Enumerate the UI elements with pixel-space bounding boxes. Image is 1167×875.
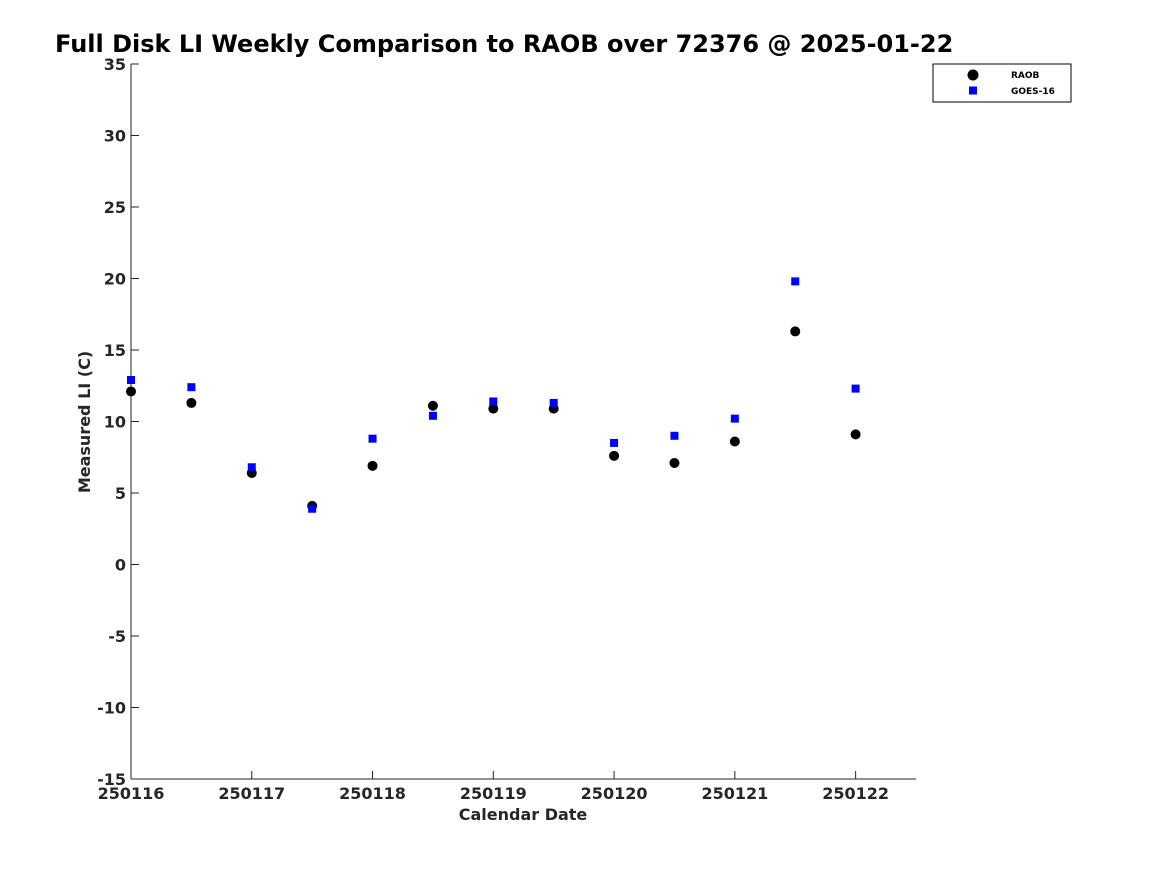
raob-point — [186, 397, 197, 408]
y-tick-label: -15 — [97, 770, 126, 789]
legend-box — [932, 63, 1072, 103]
y-tick-label: 30 — [104, 127, 126, 146]
x-tick-label: 250118 — [339, 784, 406, 803]
plot-axes — [130, 64, 916, 780]
chart-title: Full Disk LI Weekly Comparison to RAOB o… — [55, 30, 953, 58]
goes-16-point — [187, 383, 196, 392]
goes-16-point — [247, 463, 256, 472]
raob-point — [609, 450, 620, 461]
data-points — [126, 277, 861, 513]
goes-16-point — [791, 277, 800, 286]
goes-16-point — [851, 384, 860, 393]
goes-16-point — [670, 431, 679, 440]
x-tick-label: 250121 — [701, 784, 768, 803]
y-axis-label: Measured LI (C) — [75, 351, 94, 493]
goes-16-point — [549, 398, 558, 407]
x-axis-label: Calendar Date — [459, 805, 588, 824]
y-tick-label: 35 — [104, 55, 126, 74]
raob-point — [729, 436, 740, 447]
legend-raob-label: RAOB — [1011, 71, 1040, 81]
goes-16-point — [610, 438, 619, 447]
raob-point — [367, 460, 378, 471]
goes-16-point — [428, 411, 437, 420]
x-axis-ticks: 250116 250117 250118 250119 250120 250121 2501… — [98, 771, 889, 803]
goes-16-point — [127, 376, 135, 385]
x-tick-label: 250116 — [98, 784, 165, 803]
raob-point — [126, 386, 136, 397]
goes-16-point — [368, 434, 377, 443]
goes-16-point — [489, 397, 498, 406]
y-tick-label: 10 — [104, 413, 126, 432]
raob-point — [427, 400, 438, 411]
goes-16-point — [308, 504, 317, 513]
y-tick-label: -5 — [108, 627, 126, 646]
x-tick-label: 250119 — [460, 784, 527, 803]
x-tick-label: 250122 — [822, 784, 889, 803]
y-tick-label: 25 — [104, 198, 126, 217]
raob-point — [790, 326, 801, 337]
legend: RAOB GOES-16 — [932, 63, 1072, 103]
x-tick-label: 250120 — [581, 784, 648, 803]
y-tick-label: 20 — [104, 270, 126, 289]
y-tick-label: -10 — [97, 699, 126, 718]
y-tick-label: 15 — [104, 341, 126, 360]
y-tick-label: 5 — [115, 484, 126, 503]
raob-point — [488, 403, 499, 414]
raob-point — [669, 457, 680, 468]
legend-raob-marker — [967, 69, 979, 81]
y-axis-ticks: -15 -10 -5 0 5 10 15 20 25 30 35 — [97, 55, 139, 789]
goes-16-point — [730, 414, 739, 423]
raob-point — [850, 429, 861, 440]
y-tick-label: 0 — [115, 556, 126, 575]
legend-goes16-label: GOES-16 — [1011, 87, 1055, 97]
legend-goes16-marker — [969, 86, 977, 95]
x-tick-label: 250117 — [218, 784, 285, 803]
